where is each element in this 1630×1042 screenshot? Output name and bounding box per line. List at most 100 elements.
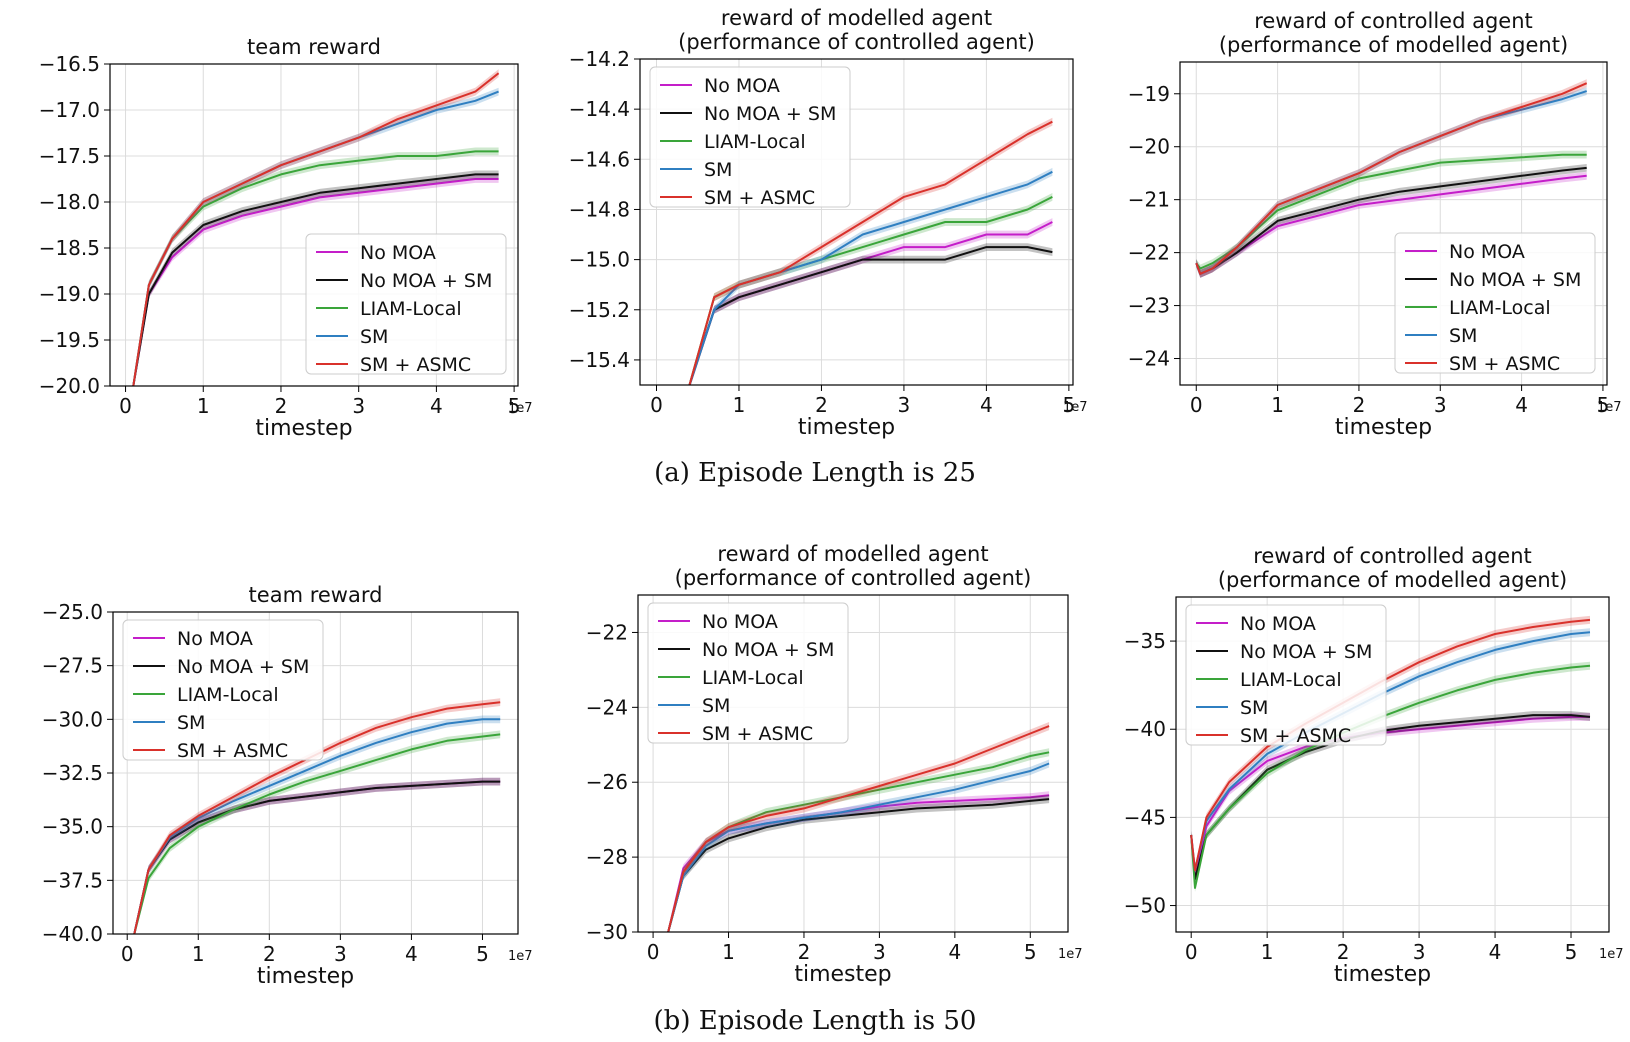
series-band-no-moa [668,791,1050,932]
x-tick-label: 3 [352,394,365,418]
series-band-no-moa [134,777,501,934]
y-tick-label: −24 [1128,347,1170,371]
x-axis-multiplier: 1e7 [1063,400,1088,415]
series-band-no-moa-sm [668,795,1050,932]
x-tick-label: 2 [275,394,288,418]
x-tick-label: 2 [798,940,811,964]
legend-label: LIAM-Local [1449,297,1551,319]
x-tick-label: 4 [980,393,993,417]
series-group [1195,79,1588,278]
x-axis-label: timestep [255,416,352,441]
legend-label: LIAM-Local [360,298,462,320]
y-tick-label: −15.2 [569,298,630,322]
caption-episode-50: (b) Episode Length is 50 [653,1006,977,1036]
series-line-sm [133,718,501,934]
series-line-no-moa-sm [667,798,1050,932]
x-tick-label: 5 [1063,393,1076,417]
x-tick-label: 1 [197,394,210,418]
x-tick-label: 0 [1190,393,1203,417]
x-axis-label: timestep [798,415,895,440]
series-band-sm [689,167,1053,385]
y-tick-label: −21 [1128,188,1170,212]
series-band-no-moa-sm [1196,164,1587,278]
x-tick-label: 0 [121,942,134,966]
legend-label: SM + ASMC [1449,353,1560,375]
legend-label: SM [177,712,205,734]
chart-panel-a-0: 0 1 2 3 4 5 −20.0 −19.5 −19.0 −18.5 −18.0 −17.5 −17.… [39,35,533,441]
chart-title: team reward [249,583,383,607]
series-line-liam-local [1195,153,1587,270]
y-tick-label: −20 [1128,135,1170,159]
legend-label: SM [1449,325,1477,347]
legend-label: No MOA + SM [1449,269,1581,291]
legend-box [649,66,851,208]
y-tick-label: −22 [1128,241,1170,265]
legend-label: SM + ASMC [702,723,813,745]
chart-panel-b-2: 0 1 2 3 4 5 −50 −45 −40 −35 1e7 timestep reward of c… [1124,544,1624,987]
series-line-sm-asmc [688,120,1053,385]
x-tick-label: 5 [1597,393,1610,417]
y-tick-label: −27.5 [42,654,103,678]
x-axis-label: timestep [257,964,354,989]
chart-title: (performance of modelled agent) [1219,33,1568,57]
y-tick-label: −18.5 [39,236,100,260]
legend-label: SM + ASMC [1240,725,1351,747]
legend: No MOA No MOA + SM LIAM-Local SM SM + ASMC [647,602,849,745]
x-tick-label: 4 [405,942,418,966]
y-tick-label: −45 [1124,805,1166,829]
legend-box [1185,604,1387,746]
series-band-sm [1196,87,1587,278]
chart-title: reward of modelled agent [717,542,988,566]
x-axis-multiplier: 1e7 [508,949,533,964]
y-tick-label: −26 [586,770,628,794]
x-tick-label: 2 [815,393,828,417]
x-tick-label: 5 [1024,940,1037,964]
y-tick-label: −24 [586,695,628,719]
y-tick-label: −23 [1128,294,1170,318]
chart-title: reward of controlled agent [1254,9,1533,33]
y-tick-label: −17.0 [39,98,100,122]
x-tick-label: 5 [476,942,489,966]
y-tick-label: −19 [1128,82,1170,106]
x-tick-label: 0 [647,940,660,964]
x-tick-label: 3 [334,942,347,966]
y-tick-label: −15.4 [569,348,630,372]
y-tick-label: −30 [586,920,628,944]
legend-box [122,619,324,761]
series-line-sm-asmc [667,725,1050,932]
legend: No MOA No MOA + SM LIAM-Local SM SM + ASMC [649,66,851,209]
caption-episode-25: (a) Episode Length is 25 [654,458,976,488]
legend-label: SM [702,695,730,717]
series-line-sm [688,170,1053,385]
chart-panel-b-0: 0 1 2 3 4 5 −40.0 −37.5 −35.0 −32.5 −30.0 −27.5 −25.… [42,583,533,989]
x-axis-label: timestep [1335,415,1432,440]
series-band-no-moa [1191,712,1590,884]
legend-label: No MOA + SM [360,270,492,292]
axes-frame [109,63,519,387]
chart-title: (performance of modelled agent) [1218,568,1567,592]
series-group [667,722,1050,932]
series-band-sm [668,759,1050,932]
legend: No MOA No MOA + SM LIAM-Local SM SM + ASMC [122,619,324,762]
x-tick-label: 3 [1413,940,1426,964]
y-tick-label: −28 [586,845,628,869]
legend-label: No MOA + SM [702,639,834,661]
chart-title: reward of modelled agent [721,6,992,30]
y-tick-label: −15.0 [569,248,630,272]
series-line-sm [667,762,1050,932]
y-tick-label: −40 [1124,717,1166,741]
legend-label: No MOA [1449,241,1525,263]
legend-label: LIAM-Local [704,131,806,153]
series-band-sm-asmc [668,722,1050,932]
x-tick-label: 1 [1261,940,1274,964]
legend-label: No MOA + SM [177,656,309,678]
legend-label: LIAM-Local [1240,669,1342,691]
series-line-no-moa-sm [688,246,1053,385]
series-line-no-moa [133,780,501,934]
legend-label: LIAM-Local [177,684,279,706]
x-tick-label: 4 [1489,940,1502,964]
series-line-liam-local [133,733,501,934]
legend-label: SM [360,326,388,348]
series-line-no-moa [132,178,499,386]
x-tick-label: 3 [1434,393,1447,417]
